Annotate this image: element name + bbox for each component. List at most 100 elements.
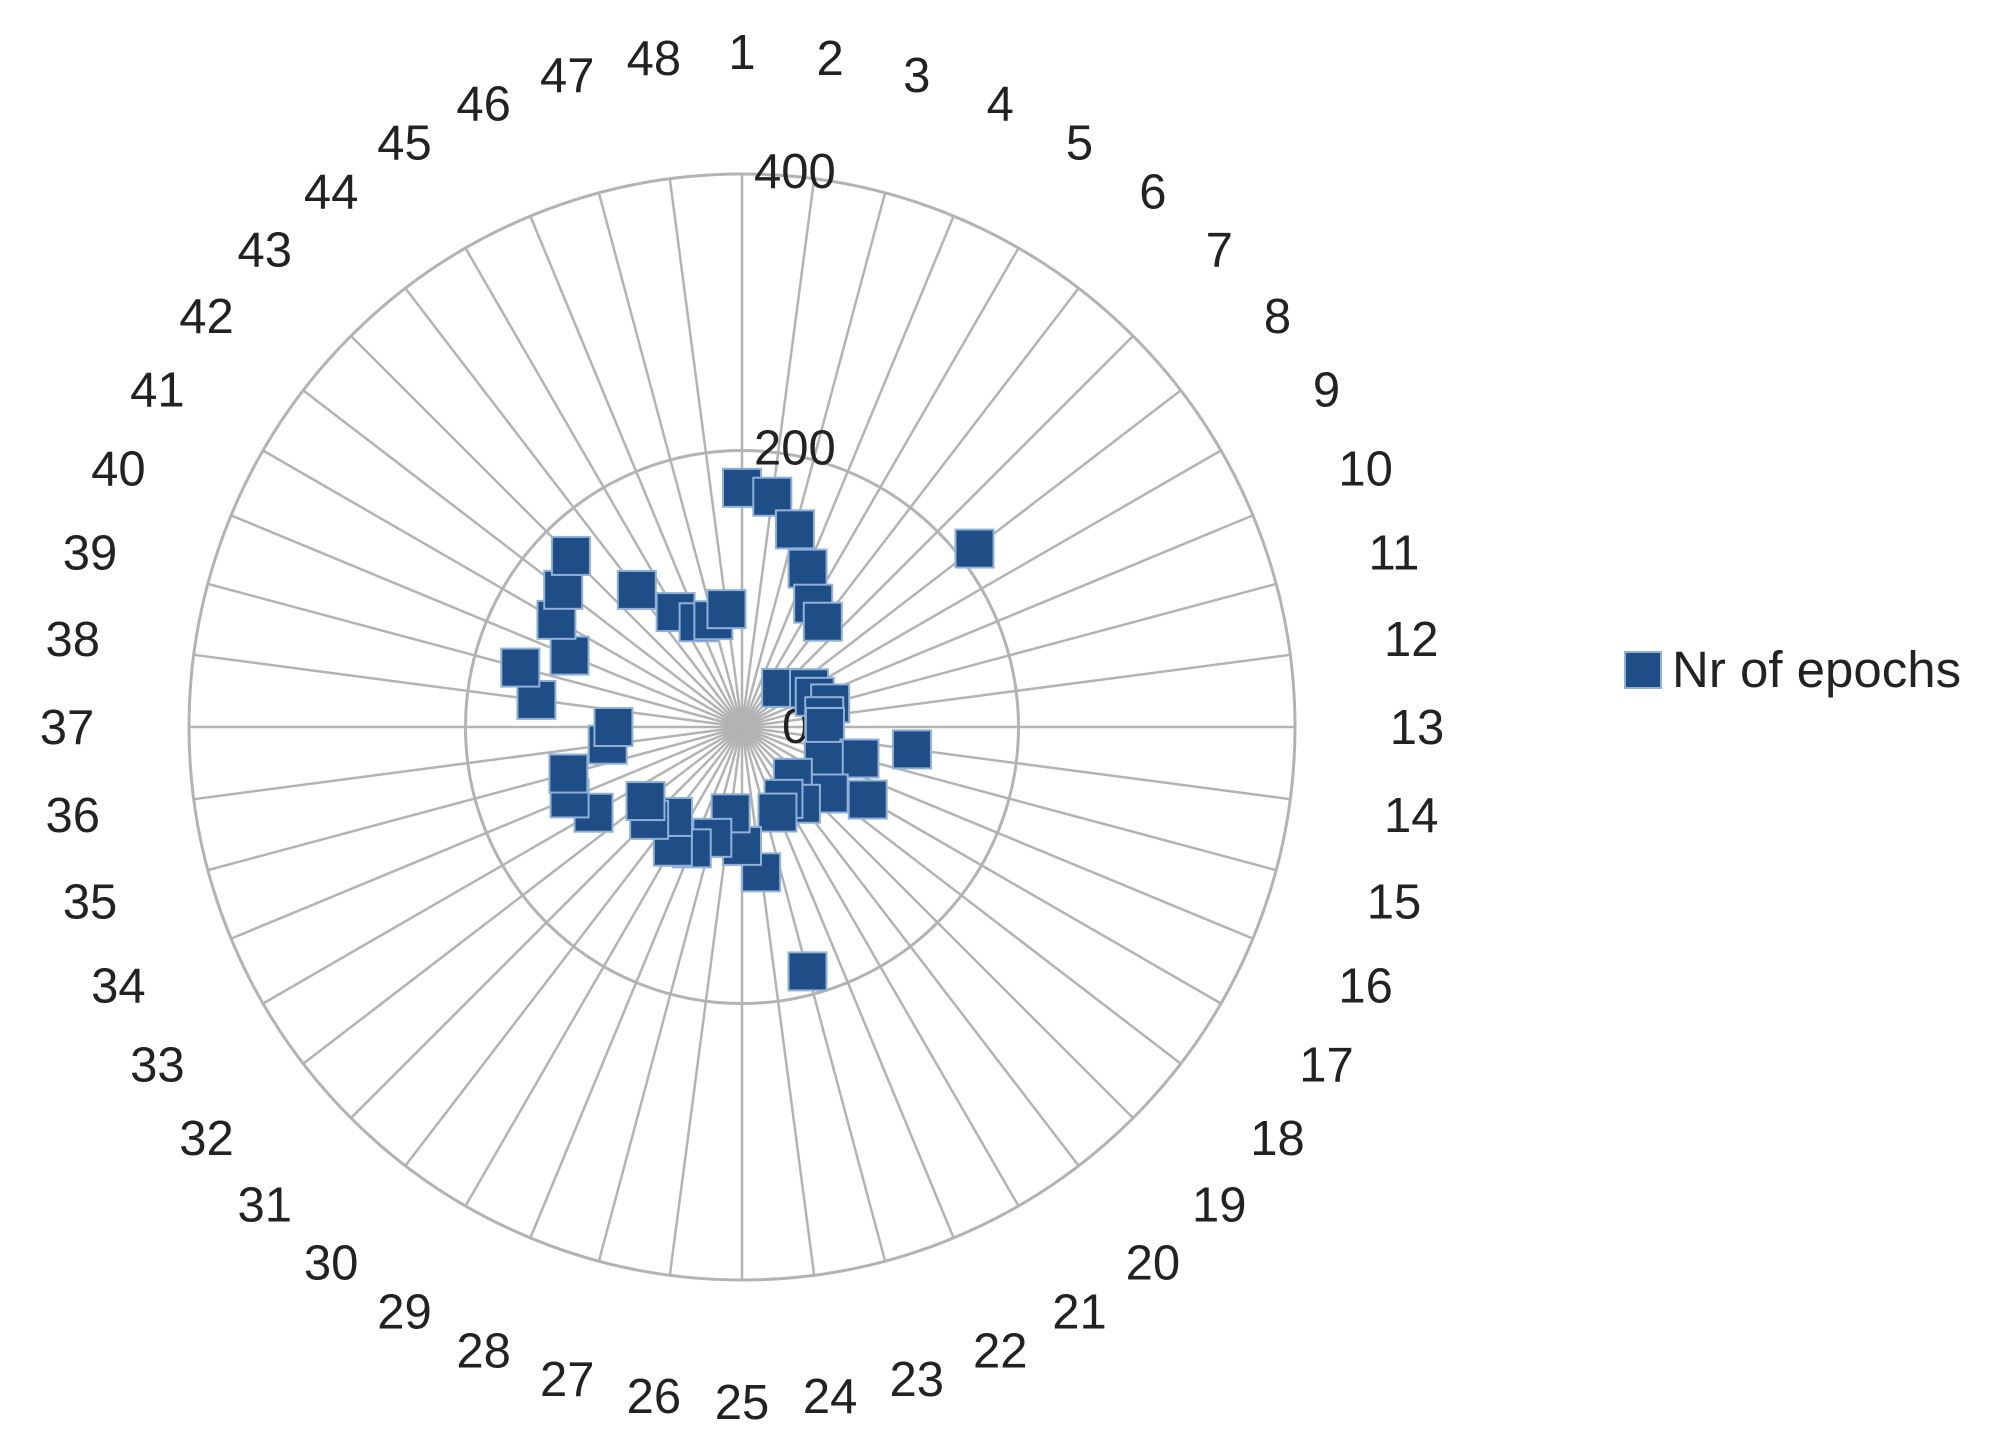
data-point-marker (616, 569, 657, 610)
spoke-line (740, 192, 887, 728)
category-label: 33 (130, 1039, 185, 1093)
spoke-line (741, 335, 1134, 728)
category-label: 15 (1367, 876, 1422, 930)
category-label: 6 (1139, 165, 1166, 219)
data-point-marker (802, 601, 843, 642)
spoke-line (740, 215, 955, 728)
legend: Nr of epochs (1624, 640, 1961, 699)
category-label: 48 (627, 32, 682, 86)
category-label: 14 (1384, 789, 1439, 843)
category-label: 40 (91, 443, 146, 497)
legend-label: Nr of epochs (1672, 641, 1962, 698)
category-label: 23 (889, 1353, 944, 1407)
radial-tick-label: 400 (754, 145, 836, 199)
data-point-marker (500, 647, 541, 688)
spoke-line (230, 514, 743, 729)
category-label: 9 (1313, 364, 1340, 418)
spoke-line (262, 449, 743, 729)
category-label: 12 (1384, 613, 1439, 667)
data-point-marker (706, 589, 747, 630)
category-label: 35 (63, 876, 118, 930)
spoke-line (207, 725, 743, 872)
category-label: 18 (1250, 1112, 1305, 1166)
category-label: 26 (627, 1370, 682, 1424)
spoke-line (193, 653, 743, 729)
spoke-line (350, 335, 743, 728)
spoke-line (740, 247, 1020, 728)
legend-swatch (1624, 650, 1662, 689)
category-label: 41 (130, 364, 185, 418)
data-point-marker (593, 707, 634, 747)
category-label: 42 (179, 290, 234, 344)
category-label: 29 (377, 1286, 432, 1340)
data-point-marker (804, 707, 845, 747)
data-point-marker (891, 729, 932, 770)
data-point-marker (757, 792, 798, 833)
data-point-marker (549, 635, 590, 676)
category-label: 22 (973, 1325, 1028, 1379)
category-labels: 1 2 34567891011121314151617181920212223242… (40, 26, 1445, 1430)
category-label: 3 (903, 49, 930, 103)
spoke-line (740, 178, 816, 728)
category-label: 19 (1192, 1178, 1247, 1232)
category-label: 31 (237, 1178, 292, 1232)
category-label: 2 (816, 32, 843, 86)
data-point-marker (787, 951, 828, 992)
category-label: 39 (63, 526, 118, 580)
category-label: 28 (456, 1325, 511, 1379)
spoke-line (668, 178, 744, 728)
data-point-marker (787, 548, 828, 589)
spoke-line (464, 247, 744, 728)
category-label: 1 (728, 26, 755, 80)
category-label: 4 (987, 77, 1014, 131)
spoke-line (262, 725, 743, 1005)
category-label: 21 (1052, 1286, 1107, 1340)
category-label: 25 (715, 1376, 770, 1430)
spoke-line (597, 192, 744, 728)
category-label: 36 (46, 789, 101, 843)
data-point-marker (543, 569, 584, 610)
category-label: 44 (304, 165, 359, 219)
spoke-line (529, 726, 744, 1239)
data-point-marker (954, 528, 995, 569)
spoke-line (404, 287, 743, 728)
radar-spokes (189, 174, 1295, 1280)
category-label: 37 (40, 701, 95, 755)
data-point-marker (550, 535, 591, 576)
category-label: 32 (179, 1112, 234, 1166)
category-label: 13 (1390, 701, 1445, 755)
category-label: 30 (304, 1237, 359, 1291)
category-label: 46 (456, 77, 511, 131)
series-markers (500, 467, 995, 992)
category-label: 20 (1126, 1237, 1181, 1291)
spoke-line (193, 725, 743, 801)
category-label: 34 (91, 959, 146, 1013)
spoke-line (464, 726, 744, 1207)
category-label: 10 (1338, 443, 1393, 497)
category-label: 38 (46, 613, 101, 667)
category-label: 45 (377, 116, 432, 170)
category-label: 47 (540, 49, 595, 103)
spoke-line (740, 726, 816, 1276)
category-label: 27 (540, 1353, 595, 1407)
spoke-line (230, 725, 743, 940)
data-point-marker (774, 509, 815, 550)
spoke-line (741, 287, 1080, 728)
data-point-marker (625, 781, 666, 822)
category-label: 7 (1206, 224, 1233, 278)
category-label: 43 (237, 224, 292, 278)
data-point-marker (847, 779, 888, 820)
spoke-line (302, 726, 743, 1065)
category-label: 24 (803, 1370, 858, 1424)
category-label: 11 (1369, 526, 1420, 580)
radial-tick-label: 200 (754, 422, 836, 476)
category-label: 8 (1264, 290, 1291, 344)
category-label: 17 (1299, 1039, 1354, 1093)
data-point-marker (839, 738, 880, 779)
data-point-marker (548, 753, 589, 794)
category-label: 5 (1066, 116, 1093, 170)
spoke-line (302, 389, 743, 728)
spoke-line (207, 582, 743, 729)
